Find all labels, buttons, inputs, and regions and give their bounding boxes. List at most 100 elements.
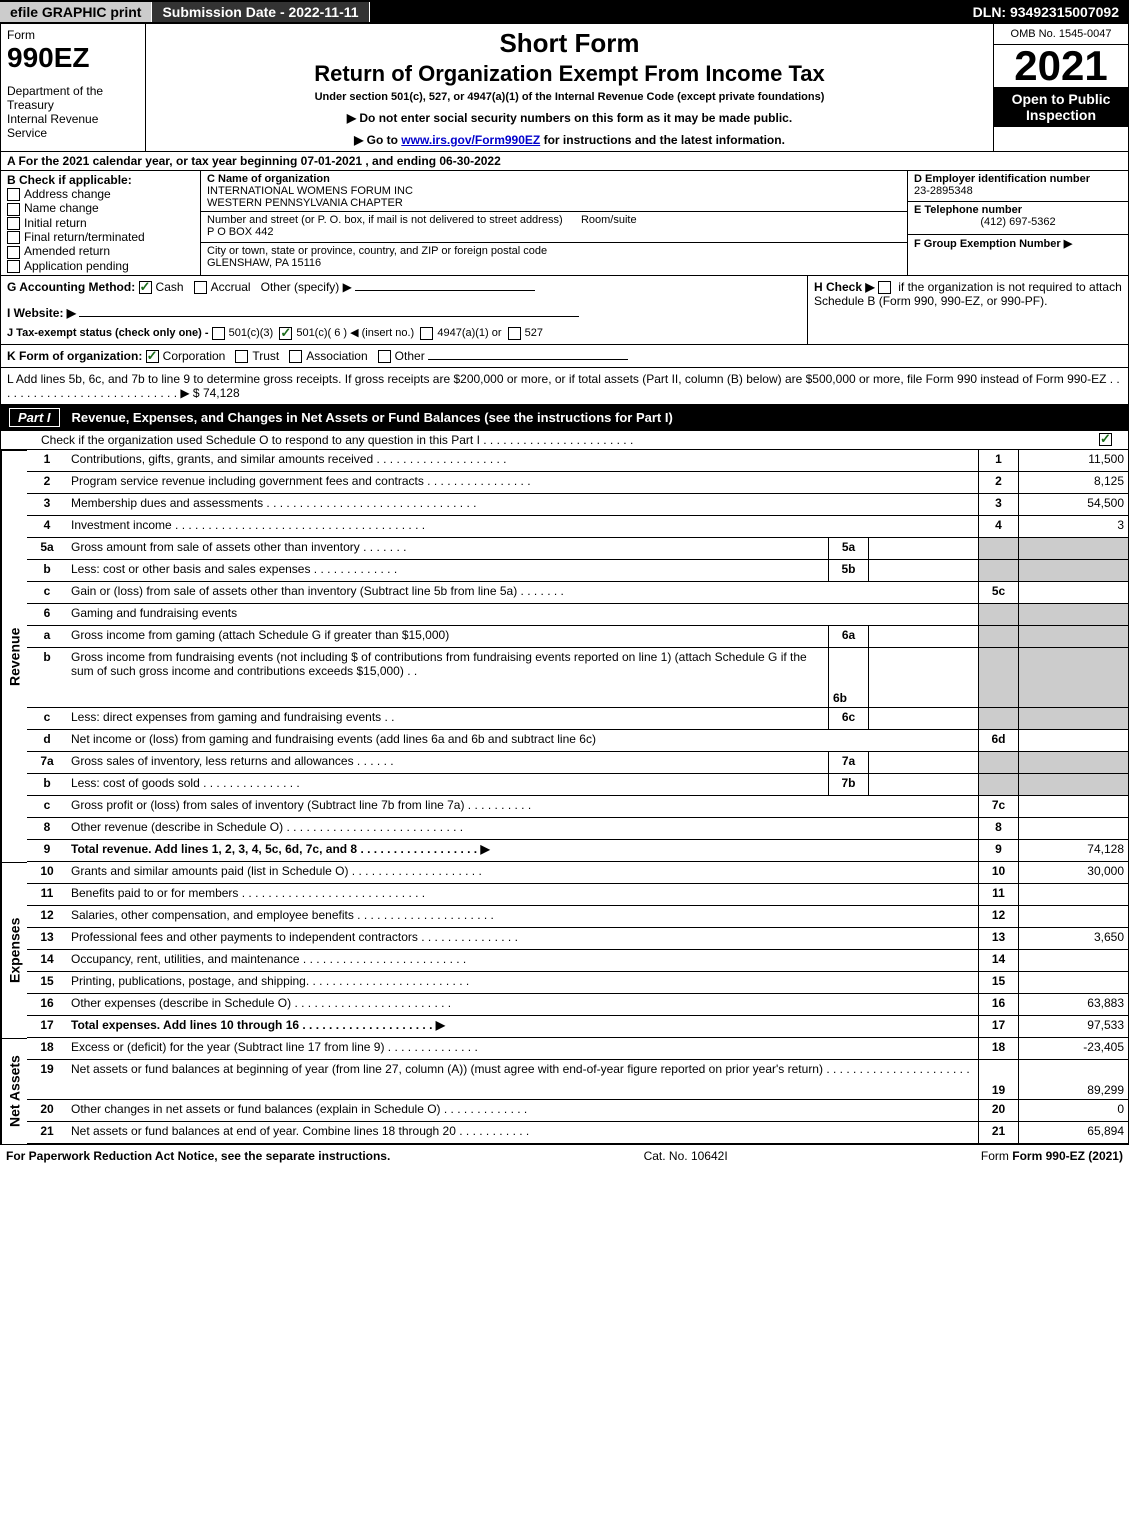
l6b-rs [978, 648, 1018, 708]
ein-label: D Employer identification number [914, 173, 1122, 185]
l5b-mv[interactable] [868, 560, 978, 582]
l6-no: 6 [27, 604, 67, 626]
l15-r: 15 [978, 972, 1018, 994]
l18-v: -23,405 [1018, 1038, 1128, 1060]
chk-scheduleB[interactable] [878, 281, 891, 294]
line-4: 4 Investment income . . . . . . . . . . … [27, 516, 1129, 538]
l6a-mv[interactable] [868, 626, 978, 648]
l6a-vs [1018, 626, 1128, 648]
form-title-main: Return of Organization Exempt From Incom… [152, 61, 987, 87]
l6-vs [1018, 604, 1128, 626]
part1-sub: Check if the organization used Schedule … [0, 431, 1129, 450]
k-corp: Corporation [163, 349, 226, 363]
footer-right-text: Form 990-EZ (2021) [1012, 1149, 1123, 1163]
section-def: D Employer identification number 23-2895… [908, 171, 1128, 275]
l19-desc: Net assets or fund balances at beginning… [67, 1060, 978, 1100]
chk-pending[interactable]: Application pending [7, 259, 194, 273]
efile-label: efile GRAPHIC print [0, 2, 152, 22]
line-12: 12 Salaries, other compensation, and emp… [27, 906, 1129, 928]
l6a-desc: Gross income from gaming (attach Schedul… [67, 626, 828, 648]
chk-corp[interactable] [146, 350, 159, 363]
section-bcd: B Check if applicable: Address change Na… [0, 171, 1129, 276]
row-gh: G Accounting Method: Cash Accrual Other … [0, 276, 1129, 345]
chk-address-label: Address change [24, 187, 111, 201]
irs-link[interactable]: www.irs.gov/Form990EZ [401, 133, 540, 147]
chk-name[interactable]: Name change [7, 201, 194, 215]
chk-name-label: Name change [24, 201, 99, 215]
l15-desc: Printing, publications, postage, and shi… [67, 972, 978, 994]
line-18: 18 Excess or (deficit) for the year (Sub… [27, 1038, 1129, 1060]
l6c-mv[interactable] [868, 708, 978, 730]
dept-line2: Internal Revenue Service [7, 112, 139, 140]
l19-no: 19 [27, 1060, 67, 1100]
l20-v: 0 [1018, 1100, 1128, 1122]
l7c-desc: Gross profit or (loss) from sales of inv… [67, 796, 978, 818]
l1-r: 1 [978, 450, 1018, 472]
chk-scheduleO[interactable] [1099, 433, 1112, 446]
l12-no: 12 [27, 906, 67, 928]
k-other-line[interactable] [428, 359, 628, 360]
chk-accrual[interactable] [194, 281, 207, 294]
l13-desc: Professional fees and other payments to … [67, 928, 978, 950]
l5c-no: c [27, 582, 67, 604]
l5a-mv[interactable] [868, 538, 978, 560]
chk-501c3[interactable] [212, 327, 225, 340]
l20-desc: Other changes in net assets or fund bala… [67, 1100, 978, 1122]
l6a-no: a [27, 626, 67, 648]
l3-r: 3 [978, 494, 1018, 516]
side-revenue: Revenue [1, 450, 27, 862]
l6-desc: Gaming and fundraising events [67, 604, 978, 626]
l7b-rs [978, 774, 1018, 796]
form-number: 990EZ [7, 42, 139, 74]
expenses-lines: 10 Grants and similar amounts paid (list… [27, 862, 1129, 1038]
j4-label: 527 [525, 327, 543, 339]
line-9: 9 Total revenue. Add lines 1, 2, 3, 4, 5… [27, 840, 1129, 862]
line-19: 19 Net assets or fund balances at beginn… [27, 1060, 1129, 1100]
line-2: 2 Program service revenue including gove… [27, 472, 1129, 494]
l7b-m: 7b [828, 774, 868, 796]
line-10: 10 Grants and similar amounts paid (list… [27, 862, 1129, 884]
line-5a: 5a Gross amount from sale of assets othe… [27, 538, 1129, 560]
chk-amended[interactable]: Amended return [7, 244, 194, 258]
l15-no: 15 [27, 972, 67, 994]
chk-other[interactable] [378, 350, 391, 363]
website-input-line[interactable] [79, 316, 579, 317]
expenses-section: Expenses 10 Grants and similar amounts p… [0, 862, 1129, 1038]
l6d-desc: Net income or (loss) from gaming and fun… [67, 730, 978, 752]
chk-pending-label: Application pending [24, 259, 129, 273]
chk-initial[interactable]: Initial return [7, 216, 194, 230]
chk-cash[interactable] [139, 281, 152, 294]
row-a-period: A For the 2021 calendar year, or tax yea… [0, 152, 1129, 171]
line-14: 14 Occupancy, rent, utilities, and maint… [27, 950, 1129, 972]
k-other: Other [395, 349, 425, 363]
city-label: City or town, state or province, country… [207, 245, 547, 257]
l7b-mv[interactable] [868, 774, 978, 796]
group-block: F Group Exemption Number ▶ [908, 234, 1128, 252]
footer-mid: Cat. No. 10642I [644, 1149, 728, 1163]
l7a-mv[interactable] [868, 752, 978, 774]
l7b-vs [1018, 774, 1128, 796]
l18-desc: Excess or (deficit) for the year (Subtra… [67, 1038, 978, 1060]
part1-title: Revenue, Expenses, and Changes in Net As… [72, 410, 673, 425]
form-label: Form [7, 28, 139, 42]
chk-address[interactable]: Address change [7, 187, 194, 201]
l6b-no: b [27, 648, 67, 708]
line-6a: a Gross income from gaming (attach Sched… [27, 626, 1129, 648]
l9-no: 9 [27, 840, 67, 862]
chk-final[interactable]: Final return/terminated [7, 230, 194, 244]
chk-4947[interactable] [420, 327, 433, 340]
other-input-line[interactable] [355, 290, 535, 291]
chk-assoc[interactable] [289, 350, 302, 363]
chk-trust[interactable] [235, 350, 248, 363]
l6b-mv[interactable] [868, 648, 978, 708]
chk-501c[interactable] [279, 327, 292, 340]
netassets-lines: 18 Excess or (deficit) for the year (Sub… [27, 1038, 1129, 1144]
c-label: C Name of organization [207, 173, 330, 185]
l15-v [1018, 972, 1128, 994]
other-label: Other (specify) ▶ [261, 280, 352, 294]
room-label: Room/suite [581, 214, 637, 226]
l13-v: 3,650 [1018, 928, 1128, 950]
l5b-vs [1018, 560, 1128, 582]
chk-527[interactable] [508, 327, 521, 340]
section-b: B Check if applicable: Address change Na… [1, 171, 201, 275]
